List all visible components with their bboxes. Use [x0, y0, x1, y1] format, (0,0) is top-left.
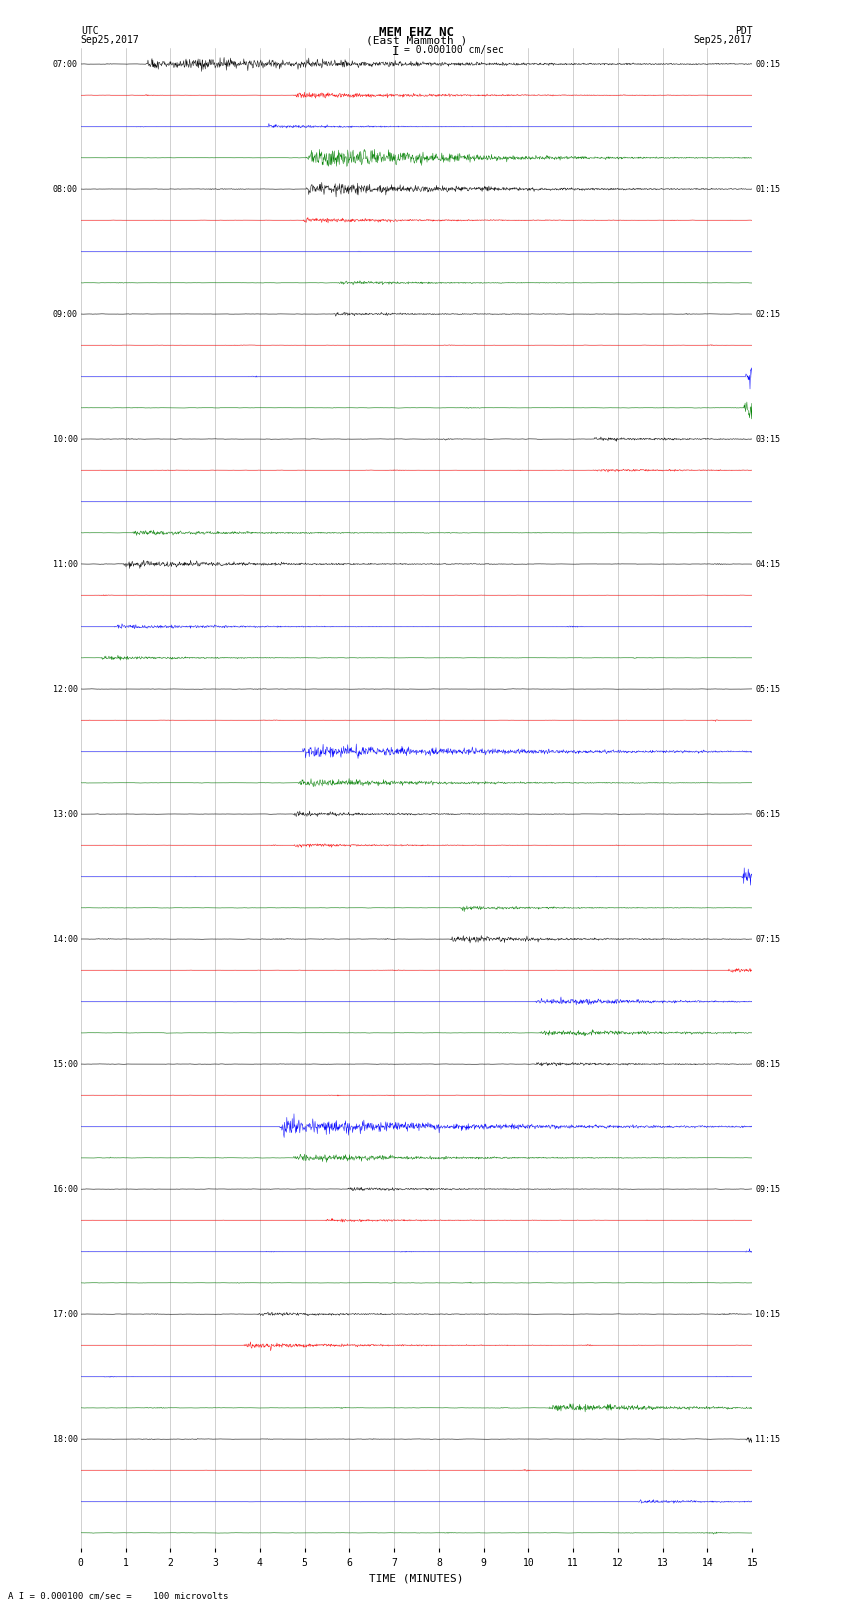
Text: I: I — [392, 45, 399, 58]
Text: A I = 0.000100 cm/sec =    100 microvolts: A I = 0.000100 cm/sec = 100 microvolts — [8, 1590, 229, 1600]
Text: UTC: UTC — [81, 26, 99, 35]
Text: = 0.000100 cm/sec: = 0.000100 cm/sec — [404, 45, 503, 55]
Text: PDT: PDT — [734, 26, 752, 35]
Text: Sep25,2017: Sep25,2017 — [81, 35, 139, 45]
Text: MEM EHZ NC: MEM EHZ NC — [379, 26, 454, 39]
Text: (East Mammoth ): (East Mammoth ) — [366, 35, 468, 45]
Text: Sep25,2017: Sep25,2017 — [694, 35, 752, 45]
X-axis label: TIME (MINUTES): TIME (MINUTES) — [369, 1573, 464, 1582]
